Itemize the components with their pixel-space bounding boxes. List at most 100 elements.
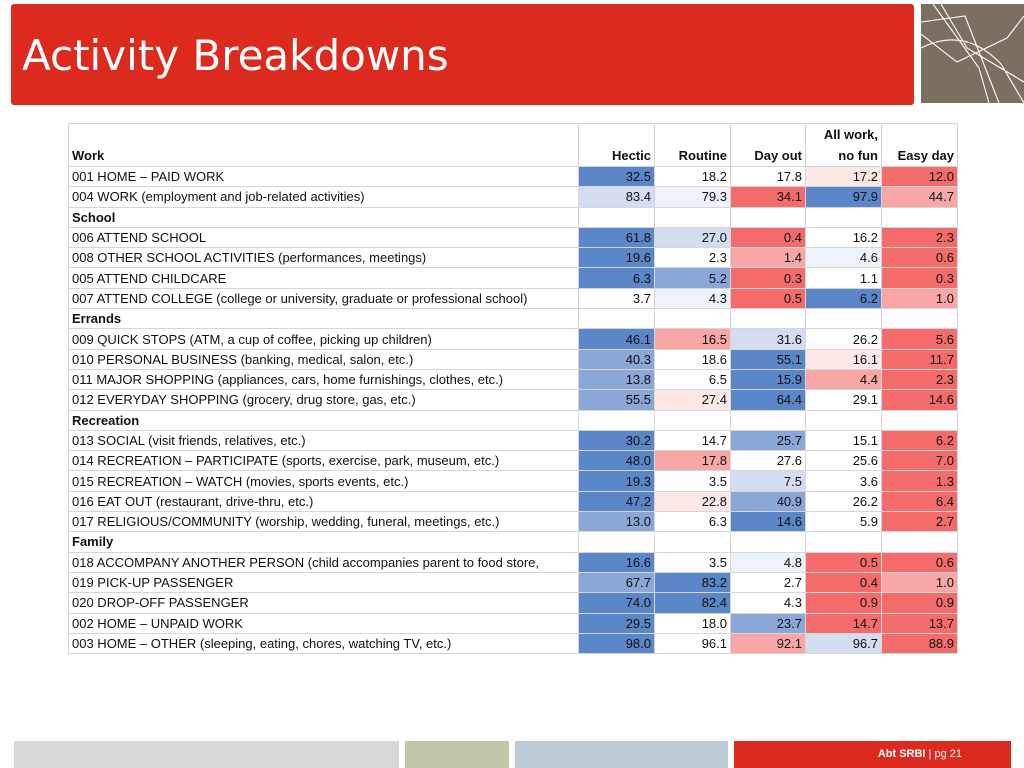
activity-table: Work Hectic Routine Day out All work, no fun…	[68, 123, 958, 655]
value-cell: 0.6	[881, 551, 958, 573]
value-cell: 4.3	[654, 287, 731, 310]
value-cell: 47.2	[578, 490, 655, 513]
value-cell: 16.6	[578, 551, 655, 573]
value-cell	[578, 308, 655, 330]
table-row: 008 OTHER SCHOOL ACTIVITIES (performance…	[68, 247, 958, 269]
value-cell: 13.0	[578, 511, 655, 533]
table-body: 001 HOME – PAID WORK 32.5 18.2 17.8 17.2 12.0…	[68, 165, 958, 655]
value-cell: 46.1	[578, 328, 655, 350]
table-row: 011 MAJOR SHOPPING (appliances, cars, ho…	[68, 368, 958, 391]
section-label: Errands	[68, 308, 579, 330]
column-header: Work	[68, 123, 579, 167]
activity-label: 003 HOME – OTHER (sleeping, eating, chor…	[68, 632, 579, 655]
value-cell	[805, 308, 882, 330]
value-cell: 0.4	[730, 226, 806, 249]
table-row: 012 EVERYDAY SHOPPING (grocery, drug sto…	[68, 389, 958, 411]
value-cell: 26.2	[805, 328, 882, 350]
value-cell	[654, 409, 731, 431]
table-header-row: Work Hectic Routine Day out All work, no fun…	[68, 123, 958, 167]
activity-label: 018 ACCOMPANY ANOTHER PERSON (child acco…	[68, 551, 579, 573]
value-cell: 23.7	[730, 612, 806, 634]
table-row: 017 RELIGIOUS/COMMUNITY (worship, weddin…	[68, 511, 958, 533]
value-cell: 22.8	[654, 490, 731, 513]
value-cell: 25.7	[730, 429, 806, 452]
value-cell	[730, 308, 806, 330]
activity-label: 020 DROP-OFF PASSENGER	[68, 592, 579, 614]
activity-label: 014 RECREATION – PARTICIPATE (sports, ex…	[68, 450, 579, 472]
table-row: 003 HOME – OTHER (sleeping, eating, chor…	[68, 632, 958, 655]
value-cell: 88.9	[881, 632, 958, 655]
value-cell: 14.7	[654, 429, 731, 452]
value-cell: 98.0	[578, 632, 655, 655]
activity-label: 009 QUICK STOPS (ATM, a cup of coffee, p…	[68, 328, 579, 350]
value-cell: 3.5	[654, 551, 731, 573]
value-cell	[578, 531, 655, 553]
value-cell: 48.0	[578, 450, 655, 472]
column-header: All work, no fun	[805, 123, 882, 167]
value-cell: 29.5	[578, 612, 655, 634]
value-cell: 5.9	[805, 511, 882, 533]
value-cell: 12.0	[881, 165, 958, 188]
page-title: Activity Breakdowns	[22, 31, 449, 80]
footer-bar-blue	[515, 741, 728, 768]
activity-label: 013 SOCIAL (visit friends, relatives, et…	[68, 429, 579, 452]
table-row: 001 HOME – PAID WORK 32.5 18.2 17.8 17.2 12.0	[68, 165, 958, 188]
footer-bar-red	[734, 741, 1011, 768]
value-cell: 18.0	[654, 612, 731, 634]
activity-label: 017 RELIGIOUS/COMMUNITY (worship, weddin…	[68, 511, 579, 533]
value-cell: 13.7	[881, 612, 958, 634]
section-label: Family	[68, 531, 579, 553]
value-cell: 0.9	[881, 592, 958, 614]
value-cell: 4.4	[805, 368, 882, 391]
value-cell: 1.0	[881, 287, 958, 310]
footer-bar-gray	[14, 741, 399, 768]
value-cell: 7.0	[881, 450, 958, 472]
value-cell: 15.9	[730, 368, 806, 391]
activity-label: 004 WORK (employment and job-related act…	[68, 186, 579, 208]
value-cell: 16.2	[805, 226, 882, 249]
value-cell: 64.4	[730, 389, 806, 411]
value-cell: 14.6	[730, 511, 806, 533]
activity-label: 005 ATTEND CHILDCARE	[68, 267, 579, 289]
value-cell: 67.7	[578, 571, 655, 594]
value-cell: 4.8	[730, 551, 806, 573]
value-cell: 1.0	[881, 571, 958, 594]
value-cell: 82.4	[654, 592, 731, 614]
activity-label: 001 HOME – PAID WORK	[68, 165, 579, 188]
value-cell: 0.4	[805, 571, 882, 594]
value-cell	[578, 206, 655, 228]
value-cell	[881, 206, 958, 228]
table-row: 019 PICK-UP PASSENGER 67.7 83.2 2.7 0.4 1.0	[68, 571, 958, 594]
value-cell	[805, 206, 882, 228]
value-cell	[881, 308, 958, 330]
value-cell: 2.3	[881, 226, 958, 249]
value-cell: 96.1	[654, 632, 731, 655]
column-header: Easy day	[881, 123, 958, 167]
value-cell: 40.3	[578, 348, 655, 370]
activity-label: 006 ATTEND SCHOOL	[68, 226, 579, 249]
value-cell: 17.8	[730, 165, 806, 188]
value-cell: 5.2	[654, 267, 731, 289]
activity-label: 007 ATTEND COLLEGE (college or universit…	[68, 287, 579, 310]
value-cell: 1.3	[881, 470, 958, 492]
value-cell: 2.7	[730, 571, 806, 594]
value-cell: 2.3	[881, 368, 958, 391]
value-cell: 4.3	[730, 592, 806, 614]
value-cell	[730, 206, 806, 228]
value-cell: 6.4	[881, 490, 958, 513]
value-cell: 96.7	[805, 632, 882, 655]
table-row: 013 SOCIAL (visit friends, relatives, et…	[68, 429, 958, 452]
value-cell: 55.1	[730, 348, 806, 370]
value-cell	[805, 409, 882, 431]
value-cell: 14.6	[881, 389, 958, 411]
value-cell: 27.6	[730, 450, 806, 472]
footer-bar-olive	[405, 741, 509, 768]
activity-label: 010 PERSONAL BUSINESS (banking, medical,…	[68, 348, 579, 370]
value-cell: 1.1	[805, 267, 882, 289]
value-cell: 13.8	[578, 368, 655, 391]
title-banner	[11, 4, 914, 105]
value-cell: 0.5	[805, 551, 882, 573]
value-cell: 4.6	[805, 247, 882, 269]
value-cell	[654, 308, 731, 330]
value-cell: 6.5	[654, 368, 731, 391]
